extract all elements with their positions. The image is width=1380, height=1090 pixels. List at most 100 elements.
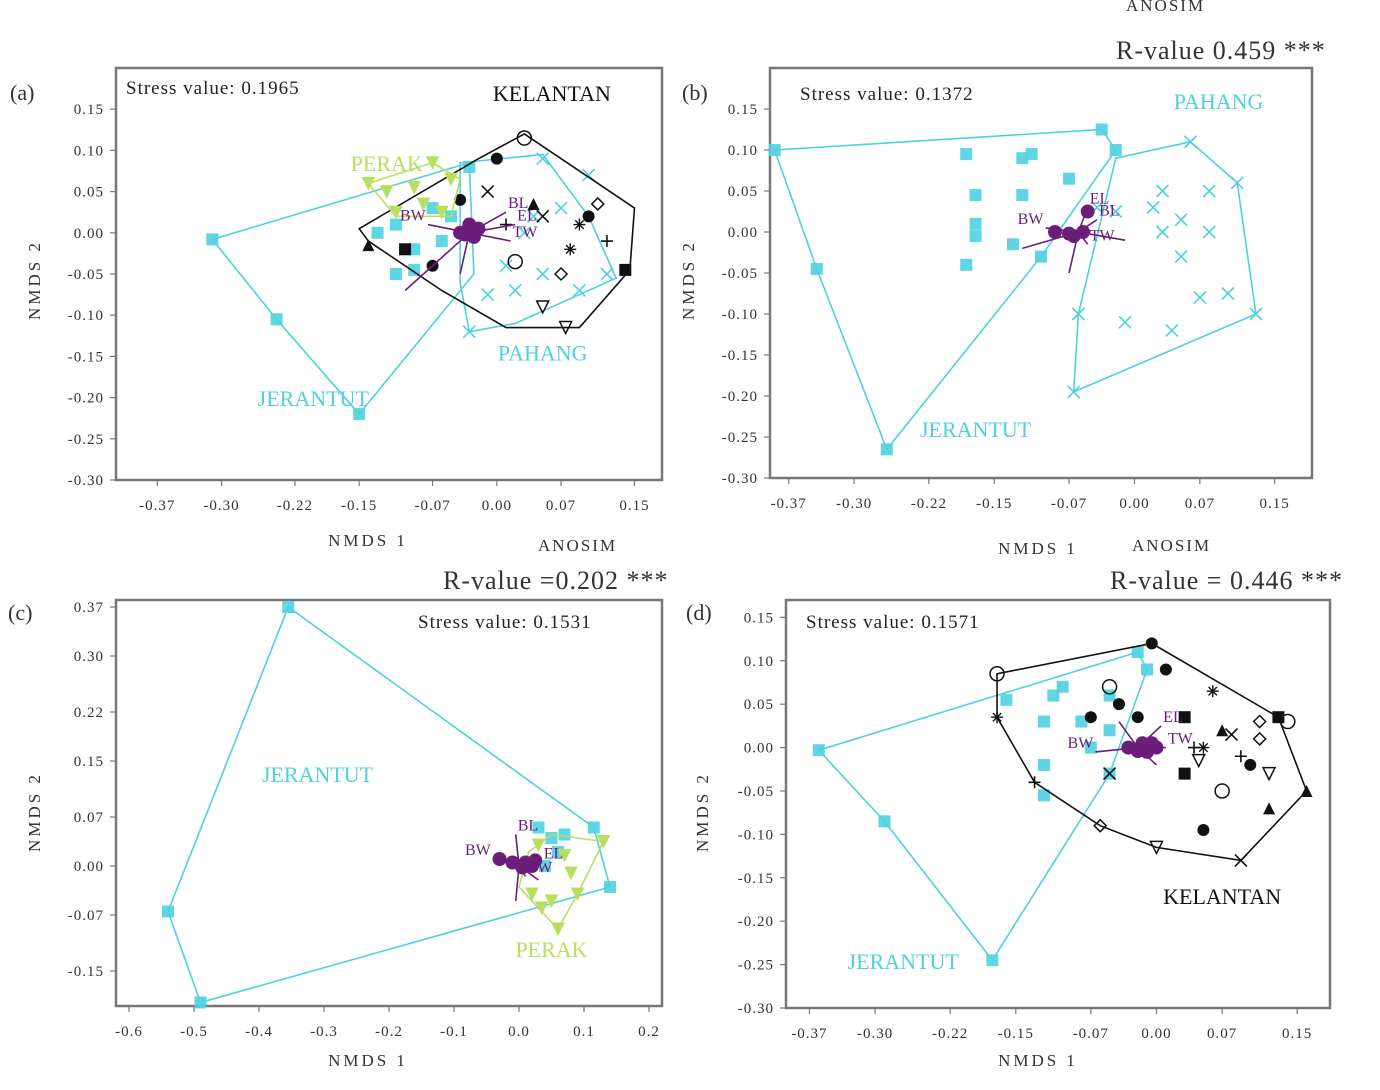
y-tick-label: -0.15: [738, 871, 774, 887]
hull-perak: [366, 161, 462, 218]
point-jerantut: [1103, 724, 1116, 737]
vector-centroid: [1130, 744, 1145, 759]
point-perak: [564, 866, 578, 881]
point-perak: [416, 197, 431, 212]
stress-value: Stress value: 0.1531: [418, 612, 592, 633]
x-tick-label: -0.37: [791, 1026, 827, 1042]
point-kelantan: [1234, 853, 1248, 867]
vector-centroid: [1048, 225, 1063, 239]
point-jerantut: [1016, 189, 1029, 202]
y-tick-label: 0.15: [744, 610, 774, 626]
point-jerantut: [1035, 250, 1047, 263]
vector-label: BW: [465, 842, 492, 859]
point-kelantan: [600, 235, 613, 248]
point-kelantan: [1216, 724, 1229, 737]
point-kelantan: [1112, 698, 1125, 711]
point-jerantut: [587, 821, 600, 834]
x-tick-label: -0.07: [1051, 496, 1087, 512]
point-kelantan: [1280, 713, 1296, 730]
point-kelantan: [490, 152, 503, 165]
vector-centroid: [457, 227, 472, 242]
group-jerantut: JERANTUT: [812, 646, 1154, 974]
vector-label: TW: [1168, 731, 1194, 748]
vector-label: TW: [528, 860, 554, 877]
point-jerantut: [1037, 758, 1050, 771]
x-tick-label: -0.15: [976, 496, 1012, 512]
point-perak: [444, 172, 458, 187]
x-axis-label: NMDS 1: [328, 1051, 408, 1070]
point-kelantan: [1101, 679, 1118, 695]
point-pahang: [1202, 225, 1216, 239]
group-perak: PERAK: [351, 151, 462, 220]
group-label-kelantan: KELANTAN: [493, 81, 611, 106]
point-jerantut: [426, 202, 439, 215]
point-kelantan: [1178, 767, 1191, 780]
point-jerantut: [880, 443, 893, 456]
x-tick-label: -0.07: [1073, 1026, 1109, 1042]
point-kelantan: [1084, 711, 1097, 724]
y-tick-label: 0.07: [74, 810, 104, 826]
x-tick-label: -0.30: [203, 498, 239, 514]
plot-frame: [784, 598, 1332, 1010]
point-perak: [525, 887, 539, 902]
panel-label: (a): [10, 80, 34, 105]
y-tick-label: -0.30: [738, 1001, 774, 1017]
group-label-pahang: PAHANG: [498, 341, 588, 366]
point-jerantut: [1075, 715, 1088, 728]
group-jerantut: JERANTUT: [162, 601, 616, 1009]
x-tick-label: 0.00: [1141, 1026, 1171, 1042]
point-kelantan: [564, 243, 577, 256]
y-tick-label: -0.25: [68, 432, 104, 448]
point-kelantan: [558, 320, 573, 336]
point-jerantut: [960, 258, 973, 271]
point-kelantan: [1191, 753, 1206, 769]
hull-jerantut: [167, 605, 611, 1004]
x-tick-label: -0.30: [836, 496, 872, 512]
x-tick-label: 0.1: [573, 1024, 595, 1040]
point-kelantan: [991, 711, 1004, 724]
stress-value: Stress value: 0.1965: [126, 78, 300, 99]
point-pahang: [1155, 225, 1170, 239]
y-tick-label: -0.05: [738, 784, 774, 800]
x-tick-label: 0.0: [508, 1024, 530, 1040]
point-pahang: [1146, 200, 1160, 214]
point-kelantan: [1206, 685, 1219, 698]
y-tick-label: -0.10: [738, 827, 774, 843]
point-kelantan: [573, 218, 586, 231]
y-axis-label: NMDS 2: [693, 772, 712, 852]
point-jerantut: [1000, 693, 1013, 706]
point-jerantut: [206, 233, 219, 246]
point-perak: [551, 922, 565, 937]
point-jerantut: [1095, 123, 1108, 136]
point-jerantut: [878, 815, 891, 828]
point-pahang: [572, 283, 586, 298]
anosim-label-middle-left: ANOSIM: [538, 536, 618, 555]
x-tick-label: -0.22: [932, 1026, 968, 1042]
point-pahang: [1109, 204, 1123, 219]
y-tick-label: 0.05: [744, 697, 774, 713]
point-pahang: [1155, 184, 1170, 198]
vector-arrow: [1118, 721, 1139, 749]
point-jerantut: [532, 821, 545, 834]
point-pahang: [1067, 385, 1081, 399]
point-kelantan: [1197, 741, 1210, 754]
panel-a: (a) Stress value: 0.1965 NMDS 1 NMDS 2 -0.37…: [10, 66, 664, 550]
point-kelantan: [1261, 766, 1277, 782]
vector-centroid: [528, 853, 543, 868]
y-tick-label: 0.10: [744, 654, 774, 670]
x-tick-label: -0.37: [139, 498, 175, 514]
point-jerantut: [408, 243, 421, 256]
y-tick-label: -0.15: [68, 349, 104, 365]
point-jerantut: [1037, 789, 1050, 802]
point-kelantan: [1103, 767, 1117, 781]
point-jerantut: [1047, 689, 1060, 702]
stress-value: Stress value: 0.1571: [806, 612, 980, 633]
x-tick-label: -0.30: [857, 1026, 893, 1042]
point-jerantut: [353, 408, 366, 421]
point-pahang: [1249, 307, 1263, 321]
point-pahang: [517, 226, 531, 240]
panel-label: (c): [8, 600, 32, 625]
panel-label: (b): [682, 80, 708, 105]
y-tick-label: -0.30: [722, 471, 758, 487]
